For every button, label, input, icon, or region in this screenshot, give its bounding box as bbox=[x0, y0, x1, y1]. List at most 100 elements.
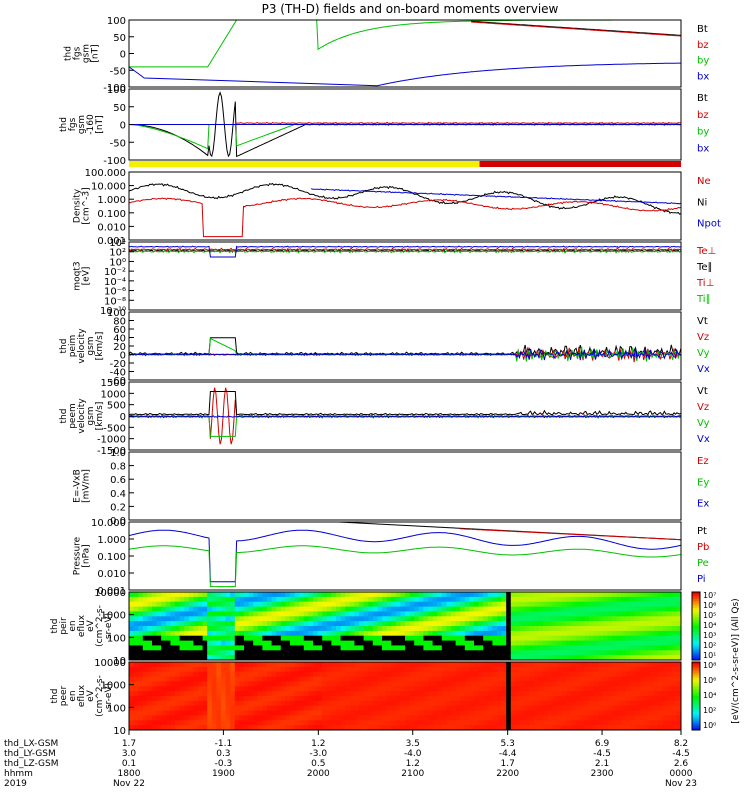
heatmap-cell bbox=[391, 720, 397, 726]
heatmap-cell bbox=[225, 626, 231, 632]
heatmap-cell bbox=[382, 696, 388, 702]
heatmap-cell bbox=[667, 655, 673, 661]
heatmap-cell bbox=[474, 700, 480, 707]
heatmap-cell bbox=[165, 640, 171, 646]
heatmap-cell bbox=[331, 666, 337, 673]
heatmap-cell bbox=[326, 662, 332, 668]
heatmap-cell bbox=[676, 601, 682, 608]
ylabel-line: thd bbox=[50, 689, 60, 704]
heatmap-cell bbox=[239, 700, 245, 707]
heatmap-cell bbox=[561, 596, 567, 603]
heatmap-cell bbox=[543, 645, 549, 651]
heatmap-cell bbox=[414, 681, 420, 687]
heatmap-cell bbox=[593, 635, 599, 642]
heatmap-cell bbox=[497, 645, 503, 651]
heatmap-cell bbox=[170, 691, 176, 697]
heatmap-cell bbox=[290, 676, 296, 682]
heatmap-cell bbox=[165, 715, 171, 721]
heatmap-cell bbox=[165, 696, 171, 702]
heatmap-cell bbox=[547, 681, 553, 687]
heatmap-cell bbox=[290, 655, 296, 661]
heatmap-cell bbox=[515, 655, 521, 661]
heatmap-cell bbox=[552, 710, 558, 716]
heatmap-cell bbox=[409, 681, 415, 687]
heatmap-cell bbox=[405, 640, 411, 646]
colorbar-step bbox=[692, 677, 700, 681]
heatmap-cell bbox=[248, 616, 254, 622]
heatmap-cell bbox=[198, 650, 204, 656]
heatmap-cell bbox=[253, 662, 259, 668]
heatmap-cell bbox=[570, 666, 576, 673]
heatmap-cell bbox=[547, 640, 553, 646]
heatmap-cell bbox=[253, 640, 259, 646]
time-axis-value: Nov 23 bbox=[665, 779, 697, 789]
time-axis-value: -1.1 bbox=[215, 739, 233, 749]
heatmap-cell bbox=[253, 715, 259, 721]
electron-velocity-series-4 bbox=[129, 415, 682, 419]
heatmap-cell bbox=[285, 640, 291, 646]
colorbar-step bbox=[692, 626, 700, 629]
heatmap-cell bbox=[432, 686, 438, 692]
heatmap-cell bbox=[230, 696, 236, 702]
heatmap-cell bbox=[639, 596, 645, 603]
heatmap-cell bbox=[405, 606, 411, 612]
heatmap-cell bbox=[331, 662, 337, 668]
heatmap-cell bbox=[667, 705, 673, 712]
heatmap-cell bbox=[382, 671, 388, 678]
heatmap-cell bbox=[257, 720, 263, 726]
heatmap-cell bbox=[308, 725, 314, 731]
heatmap-cell bbox=[671, 635, 677, 642]
heatmap-cell bbox=[248, 635, 254, 642]
ytick-label: 0.2 bbox=[110, 502, 126, 513]
heatmap-cell bbox=[129, 630, 135, 637]
colorbar-label: [eV/(cm^2-s-sr-eV)] (All Qs) bbox=[731, 598, 741, 723]
ylabel-line: [cm^-3] bbox=[82, 187, 92, 224]
heatmap-cell bbox=[414, 676, 420, 682]
heatmap-cell bbox=[409, 725, 415, 731]
heatmap-cell bbox=[216, 676, 222, 682]
heatmap-cell bbox=[612, 710, 618, 716]
heatmap-cell bbox=[510, 606, 516, 612]
heatmap-cell bbox=[639, 640, 645, 646]
heatmap-cell bbox=[492, 725, 498, 731]
legend-entry: Ez bbox=[697, 456, 709, 467]
heatmap-cell bbox=[547, 645, 553, 651]
pressure-series-2 bbox=[460, 528, 682, 541]
heatmap-cell bbox=[644, 650, 650, 656]
heatmap-cell bbox=[575, 662, 581, 668]
heatmap-cell bbox=[598, 596, 604, 603]
heatmap-cell bbox=[593, 715, 599, 721]
colorbar-step bbox=[692, 594, 700, 598]
heatmap-cell bbox=[331, 616, 337, 622]
heatmap-cell bbox=[221, 700, 227, 707]
heatmap-cell bbox=[147, 616, 153, 622]
heatmap-cell bbox=[589, 676, 595, 682]
heatmap-cell bbox=[561, 601, 567, 608]
heatmap-cell bbox=[336, 700, 342, 707]
heatmap-cell bbox=[267, 710, 273, 716]
heatmap-cell bbox=[469, 666, 475, 673]
heatmap-cell bbox=[267, 592, 273, 598]
heatmap-cell bbox=[395, 635, 401, 642]
heatmap-cell bbox=[414, 616, 420, 622]
heatmap-cell bbox=[662, 650, 668, 656]
heatmap-cell bbox=[612, 630, 618, 637]
heatmap-cell bbox=[290, 650, 296, 656]
heatmap-cell bbox=[391, 666, 397, 673]
heatmap-cell bbox=[308, 606, 314, 612]
heatmap-cell bbox=[276, 645, 282, 651]
heatmap-cell bbox=[308, 592, 314, 598]
heatmap-cell bbox=[441, 686, 447, 692]
heatmap-cell bbox=[589, 700, 595, 707]
heatmap-cell bbox=[547, 626, 553, 632]
heatmap-cell bbox=[322, 640, 328, 646]
heatmap-cell bbox=[492, 671, 498, 678]
heatmap-cell bbox=[543, 710, 549, 716]
heatmap-cell bbox=[262, 621, 268, 627]
heatmap-cell bbox=[152, 645, 158, 651]
heatmap-cell bbox=[653, 596, 659, 603]
heatmap-cell bbox=[478, 640, 484, 646]
heatmap-cell bbox=[294, 601, 300, 608]
heatmap-cell bbox=[207, 601, 213, 608]
